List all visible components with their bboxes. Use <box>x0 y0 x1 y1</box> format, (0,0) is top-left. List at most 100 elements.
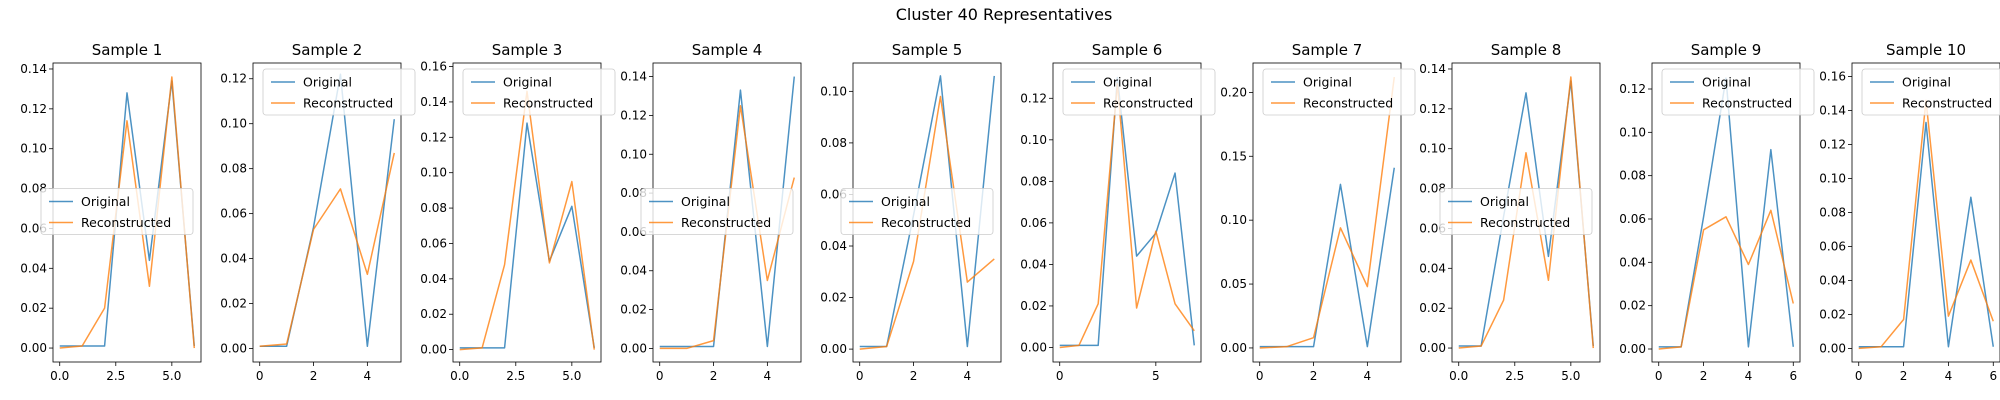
x-tick-label: 5.0 <box>562 369 581 383</box>
y-tick-label: 0.04 <box>1020 257 1047 271</box>
y-tick-label: 0.10 <box>20 142 47 156</box>
legend-label-reconstructed: Reconstructed <box>1902 96 1992 111</box>
y-tick-label: 0.00 <box>20 341 47 355</box>
subplot-title: Sample 10 <box>1886 41 1966 59</box>
y-tick-label: 0.08 <box>20 182 47 196</box>
y-tick-label: 0.06 <box>820 187 847 201</box>
axes-frame <box>1651 62 1801 363</box>
series-line-reconstructed <box>1858 99 1994 350</box>
legend-label-original: Original <box>1103 75 1152 90</box>
y-tick-label: 0.02 <box>1419 301 1446 315</box>
legend-box <box>262 68 416 116</box>
x-tick-label: 2 <box>1700 369 1708 383</box>
y-tick-label: 0.08 <box>1819 206 1846 220</box>
y-tick-label: 0.02 <box>1020 299 1047 313</box>
x-tick-label: 2.5 <box>506 369 525 383</box>
y-tick-label: 0.06 <box>420 236 447 250</box>
y-tick-label: 0.12 <box>420 130 447 144</box>
y-tick-label: 0.12 <box>1819 138 1846 152</box>
x-tick-label: 5.0 <box>1561 369 1580 383</box>
series-line-reconstructed <box>1059 83 1195 349</box>
legend-box <box>640 188 794 235</box>
x-tick-label: 0.0 <box>50 369 69 383</box>
x-tick-label: 4 <box>1745 369 1753 383</box>
legend-box <box>1861 68 2000 116</box>
series-line-reconstructed <box>1458 76 1595 349</box>
subplot-5: Sample 5 0.00 0.02 0.04 0.06 0.08 0.10 0 2 4 Origi… <box>820 41 1002 383</box>
y-tick-label: 0.06 <box>220 207 247 221</box>
legend-label-original: Original <box>1702 75 1751 90</box>
y-tick-label: 0.00 <box>1619 342 1646 356</box>
y-tick-label: 0.04 <box>1819 273 1846 287</box>
y-tick-label: 0.02 <box>220 297 247 311</box>
subplot-6: Sample 6 0.00 0.02 0.04 0.06 0.08 0.10 0.12 0 5 Or… <box>1020 41 1216 383</box>
legend-box <box>1262 68 1416 116</box>
legend: Original Reconstructed <box>640 188 794 235</box>
series-line-original <box>1858 121 1995 348</box>
subplot-2: Sample 2 0.00 0.02 0.04 0.06 0.08 0.10 0.12 0 2 4 O… <box>220 41 416 383</box>
y-tick-label: 0.08 <box>420 201 447 215</box>
subplot-4: Sample 4 0.00 0.02 0.04 0.06 0.08 0.10 0.12 0.14… <box>620 41 802 383</box>
legend-box <box>40 188 194 235</box>
legend: Original Reconstructed <box>462 68 616 116</box>
x-tick-label: 2.5 <box>106 369 125 383</box>
y-tick-label: 0.15 <box>1220 149 1247 163</box>
subplot-7: Sample 7 0.00 0.05 0.10 0.15 0.20 0 2 4 Original R… <box>1220 41 1416 383</box>
legend-label-reconstructed: Reconstructed <box>1702 96 1792 111</box>
y-tick-label: 0.00 <box>820 342 847 356</box>
y-tick-label: 0.06 <box>620 225 647 239</box>
x-tick-label: 6 <box>1789 369 1797 383</box>
legend-box <box>840 188 994 235</box>
y-tick-label: 0.00 <box>1419 341 1446 355</box>
subplot-title: Sample 1 <box>92 41 163 59</box>
legend-label-original: Original <box>1480 194 1529 209</box>
y-tick-label: 0.06 <box>1619 212 1646 226</box>
x-tick-label: 4 <box>1945 369 1953 383</box>
subplot-1: Sample 1 0.00 0.02 0.04 0.06 0.08 0.10 0.12 0.14… <box>20 41 202 383</box>
legend: Original Reconstructed <box>1661 68 1815 116</box>
subplot-title: Sample 3 <box>492 41 563 59</box>
y-tick-label: 0.04 <box>220 252 247 266</box>
legend-label-reconstructed: Reconstructed <box>1103 96 1193 111</box>
legend-label-reconstructed: Reconstructed <box>1480 215 1570 230</box>
y-tick-label: 0.00 <box>1819 341 1846 355</box>
x-tick-label: 2 <box>1900 369 1908 383</box>
legend: Original Reconstructed <box>840 188 994 235</box>
y-tick-label: 0.06 <box>20 221 47 235</box>
y-tick-label: 0.08 <box>820 136 847 150</box>
x-tick-label: 5 <box>1152 369 1160 383</box>
y-tick-label: 0.10 <box>220 117 247 131</box>
x-tick-label: 0.0 <box>1449 369 1468 383</box>
y-tick-label: 0.08 <box>220 162 247 176</box>
y-tick-label: 0.00 <box>420 343 447 357</box>
x-tick-label: 6 <box>1989 369 1997 383</box>
series-line-original <box>1059 76 1196 347</box>
series-line-reconstructed <box>59 76 196 349</box>
legend: Original Reconstructed <box>1262 68 1416 116</box>
y-tick-label: 0.10 <box>1220 213 1247 227</box>
legend: Original Reconstructed <box>40 188 194 235</box>
legend-label-reconstructed: Reconstructed <box>1303 96 1393 111</box>
subplot-9: Sample 9 0.00 0.02 0.04 0.06 0.08 0.10 0.12 0 2 4 6… <box>1619 41 1815 383</box>
series-line-original <box>259 73 396 348</box>
y-tick-label: 0.20 <box>1220 85 1247 99</box>
y-tick-label: 0.04 <box>420 272 447 286</box>
x-tick-label: 2 <box>710 369 718 383</box>
y-tick-label: 0.10 <box>1619 125 1646 139</box>
series-line-original <box>459 122 596 349</box>
y-tick-label: 0.08 <box>620 186 647 200</box>
legend-label-reconstructed: Reconstructed <box>503 96 593 111</box>
legend-label-reconstructed: Reconstructed <box>81 215 171 230</box>
y-tick-label: 0.00 <box>1220 341 1247 355</box>
x-tick-label: 0 <box>856 369 864 383</box>
y-tick-label: 0.08 <box>1419 182 1446 196</box>
legend-label-original: Original <box>881 194 930 209</box>
y-tick-label: 0.16 <box>420 60 447 74</box>
legend-label-original: Original <box>503 75 552 90</box>
axes-frame <box>1851 62 2000 363</box>
x-tick-label: 5.0 <box>162 369 181 383</box>
series-line-original <box>1259 167 1396 348</box>
subplot-3: Sample 3 0.00 0.02 0.04 0.06 0.08 0.10 0.12 0.14… <box>420 41 616 383</box>
y-tick-label: 0.12 <box>620 108 647 122</box>
y-tick-label: 0.04 <box>20 261 47 275</box>
